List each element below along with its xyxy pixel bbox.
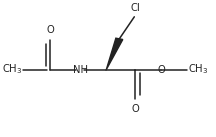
- Text: O: O: [132, 104, 139, 114]
- Text: O: O: [46, 25, 54, 35]
- Text: NH: NH: [73, 65, 88, 75]
- Polygon shape: [106, 38, 123, 70]
- Text: CH$_3$: CH$_3$: [188, 63, 209, 76]
- Text: O: O: [157, 65, 165, 75]
- Text: Cl: Cl: [130, 3, 140, 13]
- Text: CH$_3$: CH$_3$: [2, 63, 22, 76]
